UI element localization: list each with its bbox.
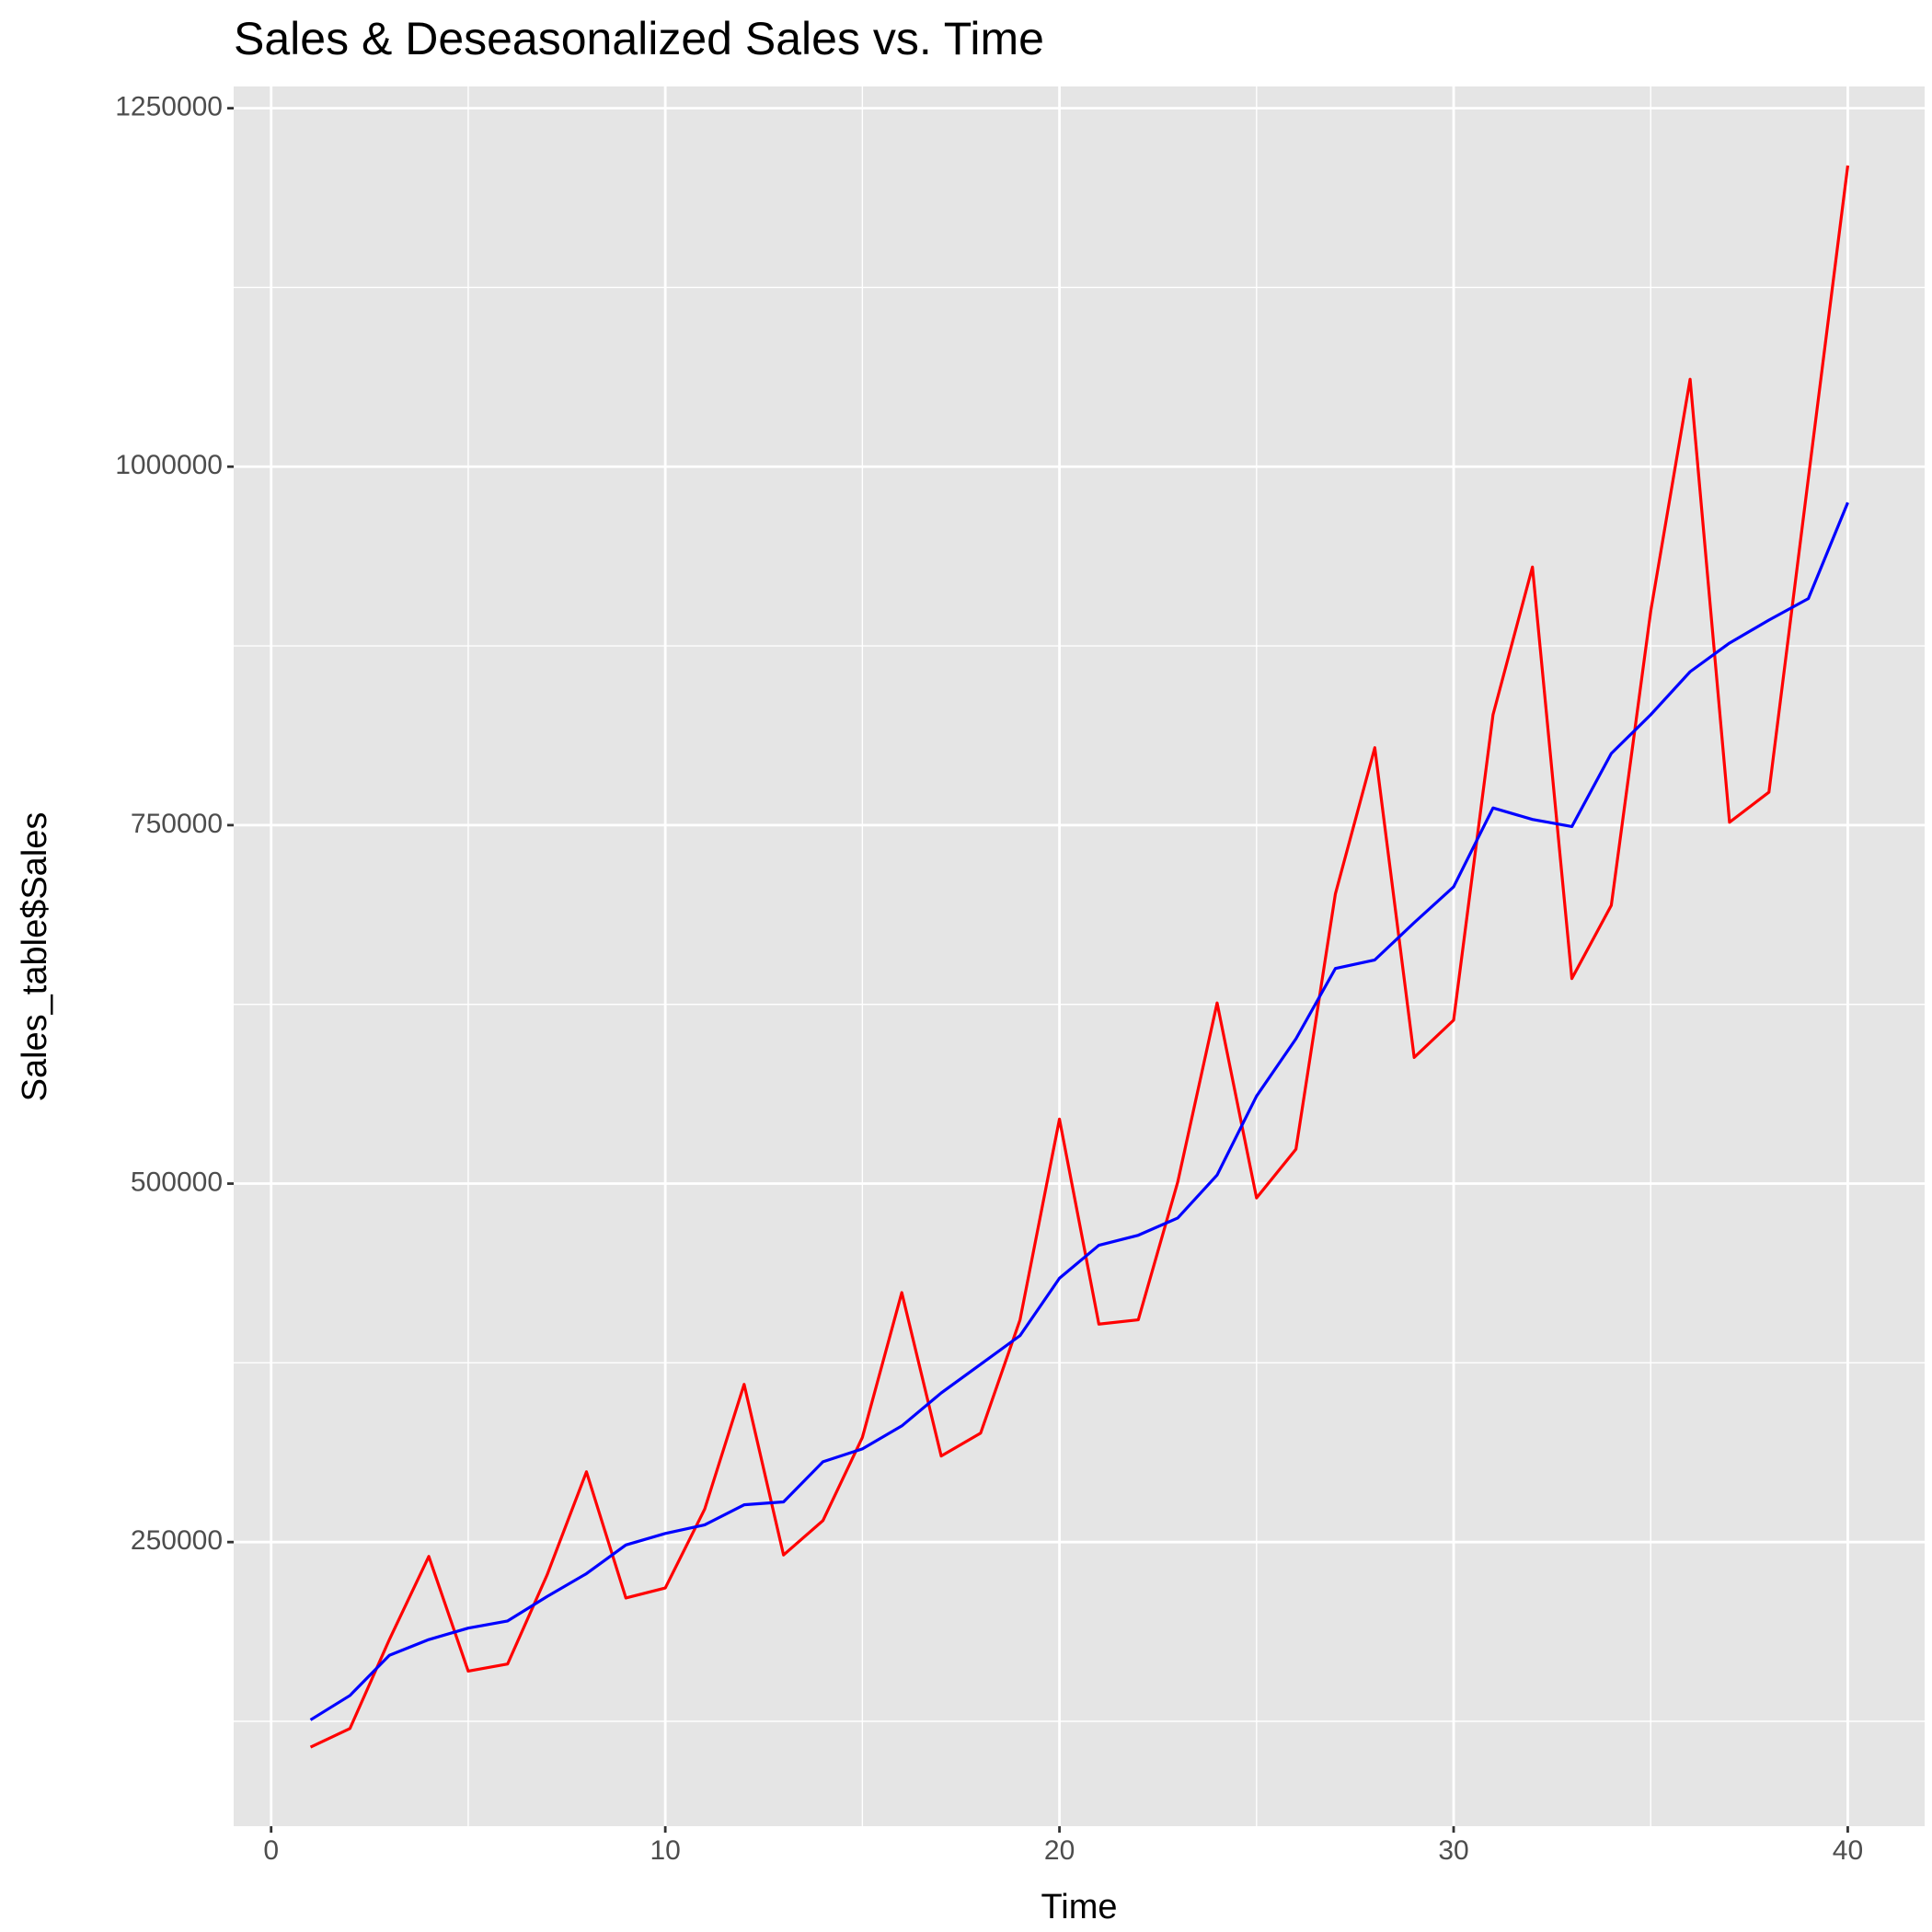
series-line <box>309 501 1849 1721</box>
y-tick-label: 500000 <box>131 1167 223 1197</box>
x-tick-label: 20 <box>1044 1835 1075 1866</box>
x-tick-label: 40 <box>1833 1835 1863 1866</box>
x-tick-label: 30 <box>1438 1835 1468 1866</box>
chart-title: Sales & Deseasonalized Sales vs. Time <box>234 13 1044 64</box>
x-axis-title: Time <box>1041 1888 1117 1926</box>
plot-panel <box>234 86 1925 1826</box>
x-tick-label: 0 <box>263 1835 279 1866</box>
x-tick-label: 10 <box>650 1835 680 1866</box>
y-axis-title: Sales_table$Sales <box>16 812 54 1102</box>
y-tick-label: 1000000 <box>115 450 223 480</box>
y-tick-label: 750000 <box>131 809 223 839</box>
y-tick-label: 1250000 <box>115 92 223 122</box>
y-tick-label: 250000 <box>131 1525 223 1556</box>
series-line <box>309 165 1850 1749</box>
